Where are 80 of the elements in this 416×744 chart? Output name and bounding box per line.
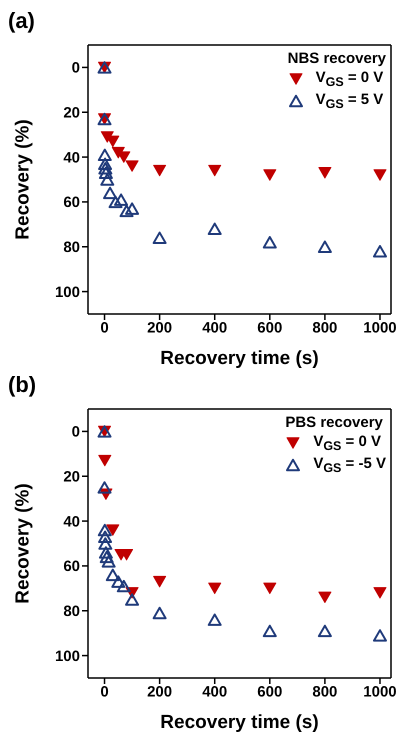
point xyxy=(373,587,386,599)
point xyxy=(98,530,112,543)
x-tick-label: 800 xyxy=(312,320,338,337)
point xyxy=(98,158,112,170)
x-tick-label: 400 xyxy=(202,684,228,701)
y-tick-label: 60 xyxy=(63,558,80,576)
point xyxy=(208,164,222,176)
point xyxy=(125,593,140,606)
y-tick-label: 60 xyxy=(63,194,80,212)
point xyxy=(100,550,114,564)
legend-label: V$_{GS}$ = 0 V xyxy=(313,433,381,453)
chart-title: (a) xyxy=(8,8,35,34)
point xyxy=(208,582,222,594)
y-tick-label: 0 xyxy=(72,424,80,441)
point xyxy=(372,629,387,642)
y-tick-label: 40 xyxy=(63,149,80,166)
y-axis-title: Recovery (%) xyxy=(12,483,34,604)
x-tick-label: 400 xyxy=(202,320,228,337)
y-tick-label: 100 xyxy=(54,284,80,301)
point xyxy=(98,481,112,494)
point xyxy=(262,624,277,638)
point xyxy=(100,173,114,186)
point xyxy=(125,202,140,215)
legend-label: V$_{GS}$ = 0 V xyxy=(316,69,384,89)
point xyxy=(263,582,276,594)
point xyxy=(208,222,222,236)
x-tick-label: 1000 xyxy=(363,684,397,701)
x-tick-label: 800 xyxy=(312,684,338,701)
x-axis-title: Recovery time (s) xyxy=(160,712,319,733)
point xyxy=(106,524,120,536)
point xyxy=(318,240,332,253)
x-tick-label: 600 xyxy=(257,684,282,701)
point xyxy=(103,186,118,200)
point xyxy=(116,580,131,592)
point xyxy=(152,232,167,244)
chart-title: (b) xyxy=(8,372,36,398)
point xyxy=(126,160,139,172)
point xyxy=(153,164,166,176)
x-tick-label: 600 xyxy=(257,320,282,337)
y-tick-label: 100 xyxy=(54,648,80,665)
point xyxy=(262,236,277,248)
point xyxy=(318,592,332,604)
legend-label: V$_{GS}$ = -5 V xyxy=(313,455,386,475)
x-axis-title: Recovery time (s) xyxy=(160,348,319,369)
point xyxy=(98,454,112,466)
x-tick-label: 1000 xyxy=(363,320,397,337)
point xyxy=(98,537,112,550)
y-tick-label: 0 xyxy=(72,60,80,77)
legend-title: NBS recovery xyxy=(288,50,386,67)
point xyxy=(152,606,167,620)
point xyxy=(373,169,386,181)
point xyxy=(120,204,134,218)
legend-label: V$_{GS}$ = 5 V xyxy=(316,91,384,111)
point xyxy=(98,166,113,179)
x-tick-label: 200 xyxy=(147,320,172,337)
y-tick-label: 20 xyxy=(63,468,80,486)
point xyxy=(106,568,120,582)
y-tick-label: 80 xyxy=(63,239,80,256)
point xyxy=(98,148,112,162)
x-tick-label: 0 xyxy=(100,320,109,337)
point xyxy=(318,624,332,638)
point xyxy=(372,245,387,258)
point xyxy=(111,575,126,588)
point xyxy=(318,167,332,178)
point xyxy=(102,555,116,568)
point xyxy=(108,196,123,208)
y-tick-label: 80 xyxy=(63,603,80,620)
point xyxy=(208,613,222,626)
y-axis-title: Recovery (%) xyxy=(12,119,34,240)
point xyxy=(98,162,112,175)
legend-title: PBS recovery xyxy=(285,414,384,431)
y-tick-label: 40 xyxy=(63,513,80,530)
point xyxy=(114,193,128,206)
y-tick-label: 20 xyxy=(63,104,80,122)
x-tick-label: 0 xyxy=(100,684,109,701)
point xyxy=(263,169,276,181)
x-tick-label: 200 xyxy=(147,684,172,701)
point xyxy=(98,524,112,536)
point xyxy=(98,546,113,559)
point xyxy=(153,576,166,588)
